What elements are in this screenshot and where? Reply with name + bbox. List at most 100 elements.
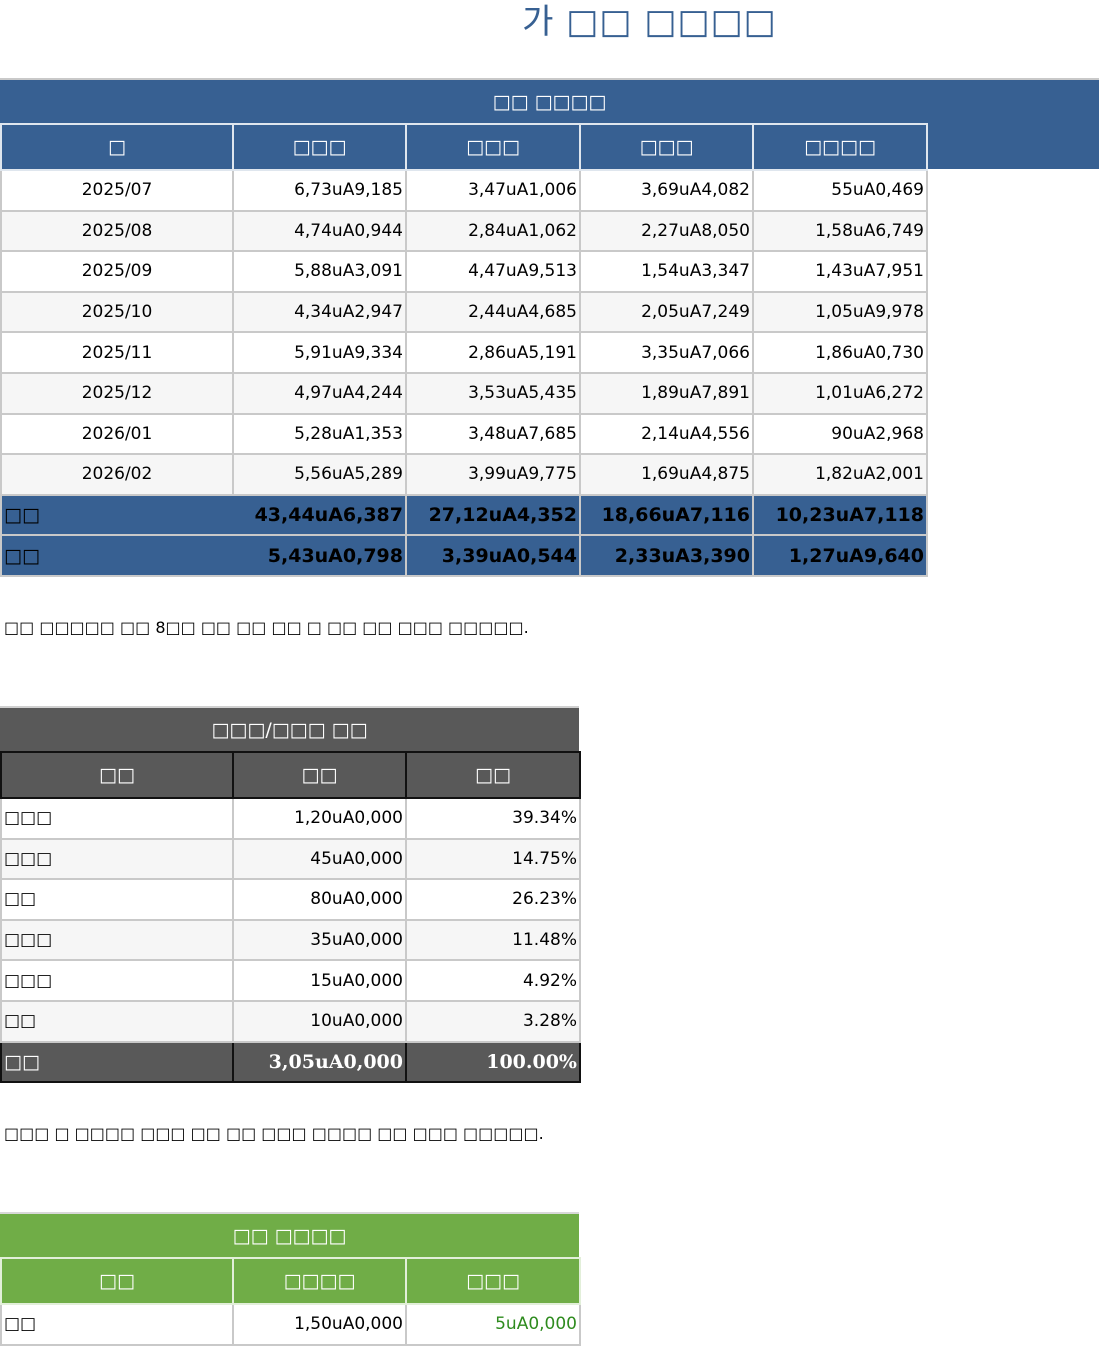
value-cell[interactable]: 5,28uA1,353 [232,412,407,456]
value-cell[interactable]: 1,89uA7,891 [579,371,754,415]
value-cell[interactable]: 55uA0,469 [752,169,928,212]
value-cell[interactable]: 5,88uA3,091 [232,250,407,293]
column-header-ratio[interactable]: □□ [405,751,581,799]
month-cell[interactable]: 2025/09 [0,250,234,293]
category-name-cell[interactable]: □□ [0,999,234,1043]
value-cell[interactable]: 1,86uA0,730 [752,331,928,374]
value-cell[interactable]: 4,47uA9,513 [405,250,581,293]
amount-cell[interactable]: 80uA0,000 [232,878,407,921]
note-monthly: □□ □□□□□ □□ 8□□ □□ □□ □□ □ □□ □□ □□□ □□□… [4,618,529,637]
ratio-cell[interactable]: 4.92% [405,959,581,1002]
table-row: 2025/09 5,88uA3,091 4,47uA9,513 1,54uA3,… [0,250,928,293]
column-header-3[interactable]: □□□ [579,123,754,171]
ratio-cell[interactable]: 14.75% [405,837,581,881]
value-cell[interactable]: 3,53uA5,435 [405,371,581,415]
average-cell[interactable]: 2,33uA3,390 [579,534,754,577]
value-cell[interactable]: 3,69uA4,082 [579,169,754,212]
value-cell[interactable]: 3,35uA7,066 [579,331,754,374]
value-cell[interactable]: 2,27uA8,050 [579,209,754,253]
amount-cell[interactable]: 10uA0,000 [232,999,407,1043]
amount-cell[interactable]: 15uA0,000 [232,959,407,1002]
ratio-cell[interactable]: 11.48% [405,918,581,962]
page-title: 가 □□ □□□□ [522,2,777,42]
total-amount-cell[interactable]: 3,05uA0,000 [232,1040,407,1084]
column-header-remaining[interactable]: □□□ [405,1257,581,1305]
table-row: □□□ 1,20uA0,000 39.34% [0,797,581,840]
table-row: □□□ 35uA0,000 11.48% [0,918,581,962]
month-cell[interactable]: 2025/08 [0,209,234,253]
budget-amount-cell[interactable]: 1,50uA0,000 [232,1303,407,1346]
month-cell[interactable]: 2025/10 [0,290,234,334]
note-category: □□□ □ □□□□ □□□ □□ □□ □□□ □□□□ □□ □□□ □□□… [4,1124,544,1143]
value-cell[interactable]: 2,14uA4,556 [579,412,754,456]
column-header-month[interactable]: □ [0,123,234,171]
column-header-category[interactable]: □□ [0,751,234,799]
budget-item-cell[interactable]: □□ [0,1303,234,1346]
value-cell[interactable]: 2,86uA5,191 [405,331,581,374]
value-cell[interactable]: 5,56uA5,289 [232,453,407,496]
month-cell[interactable]: 2025/07 [0,169,234,212]
value-cell[interactable]: 4,34uA2,947 [232,290,407,334]
category-name-cell[interactable]: □□□ [0,837,234,881]
value-cell[interactable]: 1,82uA2,001 [752,453,928,496]
remaining-cell[interactable]: 5uA0,000 [405,1303,581,1346]
value-cell[interactable]: 1,58uA6,749 [752,209,928,253]
value-cell[interactable]: 5,91uA9,334 [232,331,407,374]
table-row: □□□ 15uA0,000 4.92% [0,959,581,1002]
value-cell[interactable]: 3,99uA9,775 [405,453,581,496]
value-cell[interactable]: 2,44uA4,685 [405,290,581,334]
month-cell[interactable]: 2025/12 [0,371,234,415]
value-cell[interactable]: 1,05uA9,978 [752,290,928,334]
category-header-row: □□ □□ □□ [0,751,581,799]
value-cell[interactable]: 1,54uA3,347 [579,250,754,293]
ratio-cell[interactable]: 3.28% [405,999,581,1043]
table-row: □□ 1,50uA0,000 5uA0,000 [0,1303,581,1346]
value-cell[interactable]: 3,48uA7,685 [405,412,581,456]
value-cell[interactable]: 2,84uA1,062 [405,209,581,253]
total-cell[interactable]: 27,12uA4,352 [405,493,581,537]
category-name-cell[interactable]: □□ [0,878,234,921]
table-row: 2025/10 4,34uA2,947 2,44uA4,685 2,05uA7,… [0,290,928,334]
column-header-item[interactable]: □□ [0,1257,234,1305]
total-cell[interactable]: 18,66uA7,116 [579,493,754,537]
monthly-header-fill [926,123,1099,169]
average-cell[interactable]: 5,43uA0,798 [232,534,407,577]
monthly-table-banner: □□ □□□□ [0,78,1099,123]
column-header-amount[interactable]: □□ [232,751,407,799]
month-cell[interactable]: 2025/11 [0,331,234,374]
amount-cell[interactable]: 1,20uA0,000 [232,797,407,840]
ratio-cell[interactable]: 39.34% [405,797,581,840]
total-label[interactable]: □□ [0,1040,234,1084]
budget-table-banner: □□ □□□□ [0,1212,579,1257]
budget-table: □□ □□□□ □□□ □□ 1,50uA0,000 5uA0,000 [0,1257,581,1346]
value-cell[interactable]: 4,97uA4,244 [232,371,407,415]
average-cell[interactable]: 3,39uA0,544 [405,534,581,577]
amount-cell[interactable]: 45uA0,000 [232,837,407,881]
ratio-cell[interactable]: 26.23% [405,878,581,921]
category-name-cell[interactable]: □□□ [0,797,234,840]
table-row: 2026/01 5,28uA1,353 3,48uA7,685 2,14uA4,… [0,412,928,456]
total-cell[interactable]: 10,23uA7,118 [752,493,928,537]
total-cell[interactable]: 43,44uA6,387 [232,493,407,537]
column-header-1[interactable]: □□□ [232,123,407,171]
category-name-cell[interactable]: □□□ [0,959,234,1002]
value-cell[interactable]: 90uA2,968 [752,412,928,456]
value-cell[interactable]: 1,69uA4,875 [579,453,754,496]
category-name-cell[interactable]: □□□ [0,918,234,962]
value-cell[interactable]: 1,43uA7,951 [752,250,928,293]
value-cell[interactable]: 6,73uA9,185 [232,169,407,212]
value-cell[interactable]: 1,01uA6,272 [752,371,928,415]
total-label[interactable]: □□ [0,493,234,537]
month-cell[interactable]: 2026/01 [0,412,234,456]
month-cell[interactable]: 2026/02 [0,453,234,496]
average-label[interactable]: □□ [0,534,234,577]
value-cell[interactable]: 4,74uA0,944 [232,209,407,253]
total-ratio-cell[interactable]: 100.00% [405,1040,581,1084]
average-cell[interactable]: 1,27uA9,640 [752,534,928,577]
column-header-budget[interactable]: □□□□ [232,1257,407,1305]
value-cell[interactable]: 3,47uA1,006 [405,169,581,212]
column-header-4[interactable]: □□□□ [752,123,928,171]
value-cell[interactable]: 2,05uA7,249 [579,290,754,334]
column-header-2[interactable]: □□□ [405,123,581,171]
amount-cell[interactable]: 35uA0,000 [232,918,407,962]
